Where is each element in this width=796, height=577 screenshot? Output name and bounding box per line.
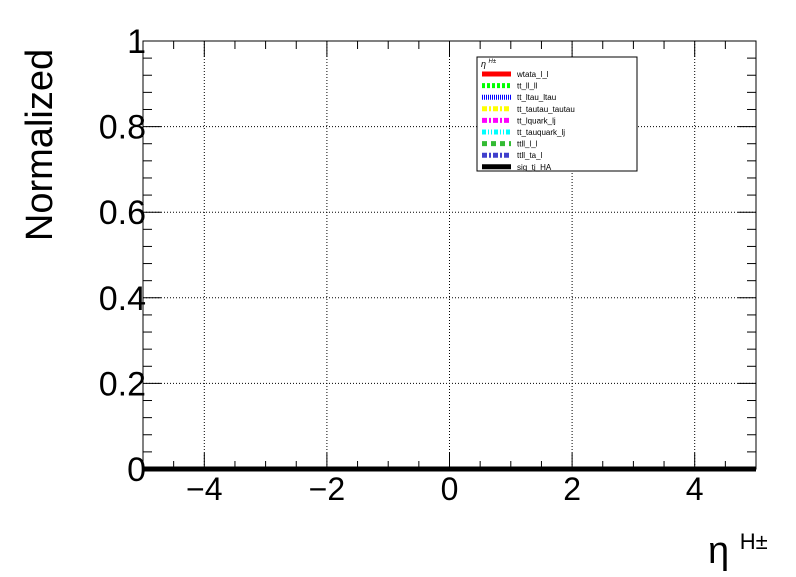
tick-labels: −4 −2 0 2 4 0 0.2 0.4 0.6 0.8 1 xyxy=(99,23,704,507)
legend-entry: wtata_l_l xyxy=(482,70,549,79)
legend: η H± wtata_l_l tt_ll_ll tt_ltau_ltau tt_tau… xyxy=(476,56,638,172)
x-tick-label: −2 xyxy=(309,471,345,507)
y-tick-label: 0.4 xyxy=(99,280,146,318)
x-axis-label: η H± xyxy=(708,529,768,572)
y-tick-label: 0.6 xyxy=(99,194,146,232)
legend-entries: wtata_l_l tt_ll_ll tt_ltau_ltau tt_tautau_t… xyxy=(482,70,575,172)
x-tick-label: 2 xyxy=(563,471,581,507)
x-tick-label: 4 xyxy=(686,471,704,507)
y-tick-label: 0.8 xyxy=(99,109,146,147)
legend-label: tt_tautau_tautau xyxy=(517,105,575,114)
x-axis-label-sup: H± xyxy=(740,529,768,554)
axis-ticks xyxy=(142,40,757,470)
legend-label: wtata_l_l xyxy=(516,70,549,79)
x-axis-label-main: η xyxy=(708,530,729,572)
grid xyxy=(143,41,756,469)
legend-entry: tt_tautau_tautau xyxy=(482,105,575,114)
legend-entry: ttll_l_l xyxy=(482,140,538,149)
legend-label: tt_ltau_ltau xyxy=(517,93,556,102)
legend-entry: tt_ll_ll xyxy=(482,82,538,91)
legend-entry: tt_tauquark_lj xyxy=(482,128,565,137)
x-tick-label: −4 xyxy=(186,471,222,507)
legend-entry: tt_ltau_ltau xyxy=(482,93,556,102)
legend-entry: sig_tj_HA xyxy=(482,163,552,172)
y-tick-label: 1 xyxy=(127,23,146,61)
x-tick-label: 0 xyxy=(441,471,459,507)
legend-label: tt_tauquark_lj xyxy=(517,128,565,137)
y-axis-label: Normalized xyxy=(19,49,61,241)
legend-header-main: η xyxy=(481,59,486,69)
legend-label: tt_ll_ll xyxy=(517,82,538,91)
legend-label: ttll_ta_l xyxy=(517,151,543,160)
legend-label: tt_lquark_lj xyxy=(517,116,556,125)
y-tick-label: 0.2 xyxy=(99,365,146,403)
legend-label: ttll_l_l xyxy=(517,140,538,149)
legend-entry: ttll_ta_l xyxy=(482,151,543,160)
legend-header-sup: H± xyxy=(489,59,497,65)
legend-header: η H± xyxy=(481,59,497,69)
legend-entry: tt_lquark_lj xyxy=(482,116,556,125)
legend-label: sig_tj_HA xyxy=(517,163,552,172)
y-tick-label: 0 xyxy=(127,451,146,489)
